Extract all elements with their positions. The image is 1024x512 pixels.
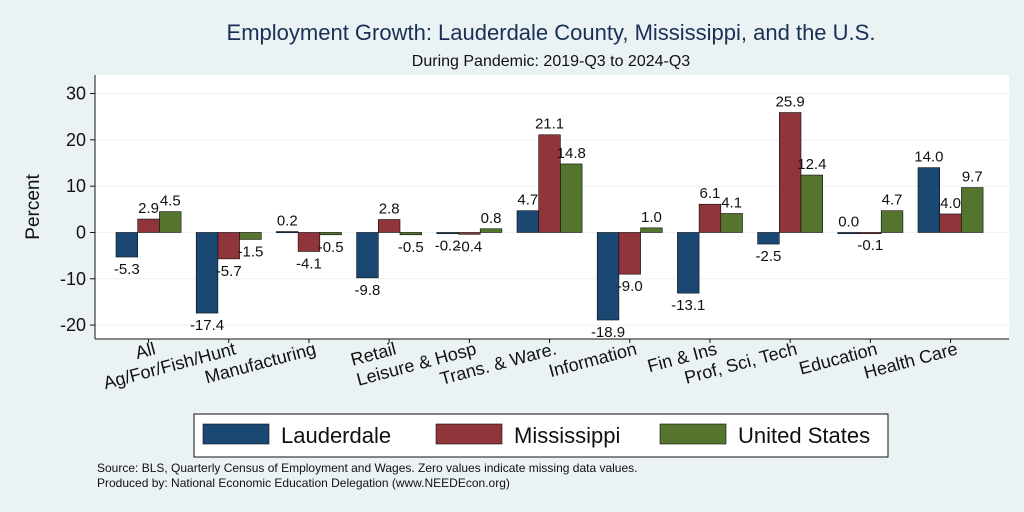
x-tick-label: Information — [547, 339, 639, 382]
y-tick-label: 0 — [76, 222, 86, 242]
data-label: -18.9 — [591, 324, 625, 341]
bar — [516, 210, 540, 233]
produced-by-note: Produced by: National Economic Education… — [97, 476, 510, 490]
data-label: 4.5 — [160, 193, 181, 210]
bar — [479, 228, 503, 233]
data-label: 4.0 — [940, 195, 961, 212]
data-label: -4.1 — [296, 255, 322, 272]
bar — [677, 232, 700, 294]
bar — [458, 232, 481, 235]
bar — [276, 231, 299, 234]
bar — [961, 187, 984, 233]
bar — [939, 213, 962, 233]
data-label: -13.1 — [671, 297, 705, 314]
data-label: -0.5 — [398, 239, 424, 256]
bar — [698, 203, 722, 233]
bar — [239, 232, 262, 240]
data-labels: -5.3 -17.4 0.2 -9.8 -0.2 4.7 -18.9 -13.1 -2.5 0.0… — [114, 94, 983, 341]
bar — [618, 232, 641, 275]
bar — [195, 232, 219, 314]
legend-label: Mississippi — [514, 423, 620, 448]
bar — [436, 232, 459, 234]
data-label: 6.1 — [700, 185, 721, 202]
bar — [837, 232, 860, 234]
chart-title: Employment Growth: Lauderdale County, Mi… — [227, 20, 876, 45]
y-tick-label: 20 — [66, 130, 86, 150]
data-label: -2.5 — [756, 248, 782, 265]
data-label: -5.7 — [216, 263, 242, 280]
data-label: 0.0 — [838, 213, 859, 230]
data-label: 2.8 — [379, 201, 400, 218]
legend-swatch — [659, 423, 727, 445]
data-label: 14.0 — [914, 149, 943, 166]
bar — [137, 218, 160, 233]
bar — [800, 174, 824, 233]
data-label: -17.4 — [190, 317, 224, 334]
data-label: 25.9 — [776, 94, 805, 111]
data-label: 0.2 — [277, 213, 298, 230]
bar — [115, 232, 139, 258]
y-tick-label: 10 — [66, 176, 86, 196]
source-note: Source: BLS, Quarterly Census of Employm… — [97, 461, 637, 475]
bar — [356, 232, 379, 279]
bar — [880, 210, 904, 233]
bar — [297, 232, 321, 252]
data-label: -0.1 — [857, 237, 883, 254]
data-label: -5.3 — [114, 261, 140, 278]
data-label: -9.0 — [617, 278, 643, 295]
data-label: 1.0 — [641, 209, 662, 226]
data-label: 14.8 — [557, 145, 586, 162]
x-tick-label: Health Care — [862, 339, 960, 383]
bar — [399, 232, 423, 236]
data-label: -0.2 — [435, 237, 461, 254]
data-label: -0.5 — [318, 239, 344, 256]
bar — [859, 232, 882, 234]
bar-group — [115, 112, 984, 321]
y-tick-label: -10 — [60, 269, 86, 289]
y-axis: -20 -10 0 10 20 30 — [60, 75, 96, 339]
legend-label: Lauderdale — [281, 423, 391, 448]
legend — [193, 413, 889, 458]
legend-swatch — [202, 423, 270, 445]
data-label: 9.7 — [962, 169, 983, 186]
data-label: -9.8 — [355, 282, 381, 299]
bar — [217, 232, 240, 260]
bar — [640, 227, 663, 233]
bar — [377, 219, 401, 233]
data-label: 4.1 — [721, 194, 742, 211]
bar — [778, 112, 802, 233]
data-label: 12.4 — [797, 156, 826, 173]
data-label: 2.9 — [138, 200, 159, 217]
bar — [319, 232, 342, 236]
data-label: 4.7 — [882, 192, 903, 209]
legend-label: United States — [738, 423, 870, 448]
bar — [917, 167, 941, 233]
bar — [720, 213, 743, 233]
data-label: -0.4 — [456, 238, 482, 255]
data-label: 21.1 — [535, 116, 564, 133]
bar — [560, 163, 583, 233]
legend-items: Lauderdale Mississippi United States — [202, 423, 870, 448]
data-label: 4.7 — [517, 192, 538, 209]
bar — [757, 232, 780, 245]
bar — [159, 211, 182, 233]
legend-swatch — [435, 423, 503, 445]
y-axis-label: Percent — [23, 174, 44, 240]
chart-subtitle: During Pandemic: 2019-Q3 to 2024-Q3 — [412, 53, 690, 70]
y-tick-label: -20 — [60, 315, 86, 335]
data-label: -1.5 — [238, 243, 264, 260]
y-tick-label: 30 — [66, 84, 86, 104]
data-label: 0.8 — [481, 210, 502, 227]
bar — [596, 232, 620, 321]
